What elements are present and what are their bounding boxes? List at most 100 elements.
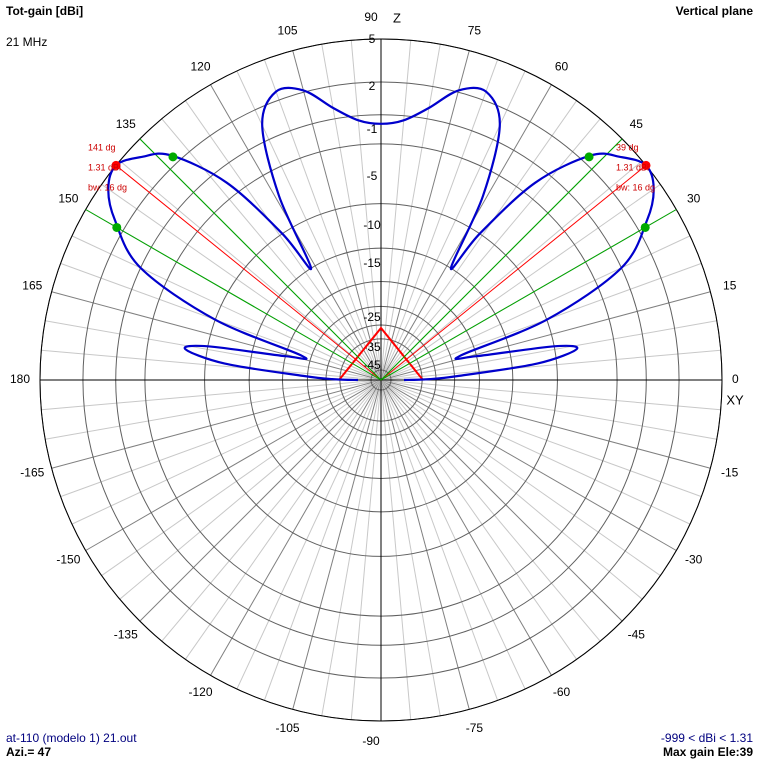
- grid-spoke: [380, 379, 499, 701]
- angle-tick-label: 45: [630, 117, 644, 131]
- azimuth-label: Azi.= 47: [6, 745, 52, 759]
- grid-spoke: [380, 379, 526, 690]
- grid-spoke: [380, 235, 691, 381]
- grid-spoke: [210, 379, 382, 676]
- grid-spoke: [185, 100, 382, 381]
- beamwidth-marker: [640, 222, 650, 232]
- grid-spoke: [292, 50, 382, 381]
- beamwidth-marker: [112, 222, 122, 232]
- radial-gain-label: -15: [363, 256, 381, 270]
- grid-spoke: [350, 379, 382, 720]
- xy-axis-label: XY: [726, 392, 744, 407]
- angle-tick-label: -30: [685, 553, 703, 567]
- grid-spoke: [380, 59, 499, 381]
- gain-range-label: -999 < dBi < 1.31: [660, 731, 753, 745]
- angle-tick-label: 135: [116, 117, 136, 131]
- max-gain-line: [380, 165, 647, 381]
- max-gain-line: [115, 165, 382, 381]
- grid-spoke: [41, 379, 382, 411]
- grid-spoke: [380, 379, 552, 676]
- angle-tick-label: 105: [278, 23, 298, 37]
- grid-spoke: [380, 379, 643, 600]
- radial-gain-label: -5: [367, 169, 378, 183]
- grid-spoke: [321, 44, 382, 381]
- radial-gain-label: -10: [363, 218, 381, 232]
- grid-spoke: [380, 379, 441, 716]
- grid-spoke: [380, 320, 717, 381]
- grid-spoke: [380, 379, 717, 440]
- grid-spoke: [263, 59, 382, 381]
- beam-width-label: bw: 16 dg: [88, 182, 127, 192]
- beamwidth-marker: [584, 152, 594, 162]
- grid-spoke: [380, 379, 721, 411]
- angle-tick-label: -45: [628, 627, 646, 641]
- grid-spoke: [60, 379, 382, 498]
- grid-spoke: [380, 379, 623, 622]
- angle-tick-label: -120: [188, 685, 212, 699]
- grid-spoke: [380, 379, 577, 660]
- grid-spoke: [380, 100, 577, 381]
- radial-gain-label: -1: [367, 122, 378, 136]
- angle-tick-label: -60: [553, 685, 571, 699]
- angle-tick-label: -75: [466, 721, 484, 735]
- beamwidth-marker: [168, 152, 178, 162]
- beam-angle-label: 141 dg: [88, 142, 116, 152]
- grid-spoke: [85, 379, 382, 551]
- z-axis-label: Z: [393, 10, 401, 25]
- angle-tick-label: 15: [723, 279, 737, 293]
- grid-spoke: [380, 379, 691, 525]
- grid-spoke: [380, 160, 643, 381]
- angle-tick-label: 90: [364, 10, 378, 24]
- grid-spoke: [185, 379, 382, 660]
- grid-spoke: [380, 379, 677, 551]
- frequency-label: 21 MHz: [6, 35, 48, 49]
- grid-spoke: [380, 379, 412, 720]
- max-gain-marker: [641, 160, 651, 170]
- beamwidth-line: [85, 209, 382, 381]
- grid-spoke: [380, 379, 702, 498]
- grid-spoke: [139, 379, 382, 622]
- grid-spoke: [101, 184, 382, 381]
- radial-gain-label: -25: [363, 310, 381, 324]
- grid-spoke: [236, 379, 382, 690]
- angle-tick-label: -90: [362, 734, 380, 748]
- grid-spoke: [380, 379, 661, 576]
- grid-spoke: [119, 160, 382, 381]
- grid-spoke: [71, 379, 382, 525]
- grid-spoke: [380, 349, 721, 381]
- reference-triangle: [338, 326, 424, 381]
- beamwidth-line: [139, 138, 382, 381]
- angle-tick-label: 120: [190, 60, 210, 74]
- grid-spoke: [292, 379, 382, 710]
- grid-spoke: [380, 379, 470, 710]
- radial-gain-label: 5: [369, 32, 376, 46]
- angle-tick-label: 30: [687, 192, 701, 206]
- angle-tick-label: 60: [555, 60, 569, 74]
- grid-spoke: [350, 40, 382, 381]
- angle-tick-label: -165: [20, 466, 44, 480]
- grid-spoke: [380, 379, 601, 642]
- grid-spoke: [101, 379, 382, 576]
- grid-spoke: [380, 184, 661, 381]
- angle-tick-label: 75: [468, 23, 482, 37]
- beam-width-label: bw: 16 dg: [616, 182, 655, 192]
- angle-tick-label: 165: [22, 279, 42, 293]
- file-name: at-110 (modelo 1) 21.out: [6, 731, 137, 745]
- angle-tick-label: -150: [56, 553, 80, 567]
- grid-spoke: [380, 44, 441, 381]
- grid-spoke: [380, 379, 711, 469]
- angle-tick-label: -135: [114, 627, 138, 641]
- grid-spoke: [380, 291, 711, 381]
- grid-spoke: [380, 40, 412, 381]
- beamwidth-line: [380, 138, 623, 381]
- angle-tick-label: 0: [732, 372, 739, 386]
- beam-angle-label: 39 dg: [616, 142, 639, 152]
- grid-spoke: [321, 379, 382, 716]
- angle-tick-label: -15: [721, 466, 739, 480]
- angle-tick-label: 180: [10, 372, 30, 386]
- grid-spoke: [161, 379, 382, 642]
- max-gain-label: Max gain Ele:39: [662, 745, 753, 759]
- grid-spoke: [263, 379, 382, 701]
